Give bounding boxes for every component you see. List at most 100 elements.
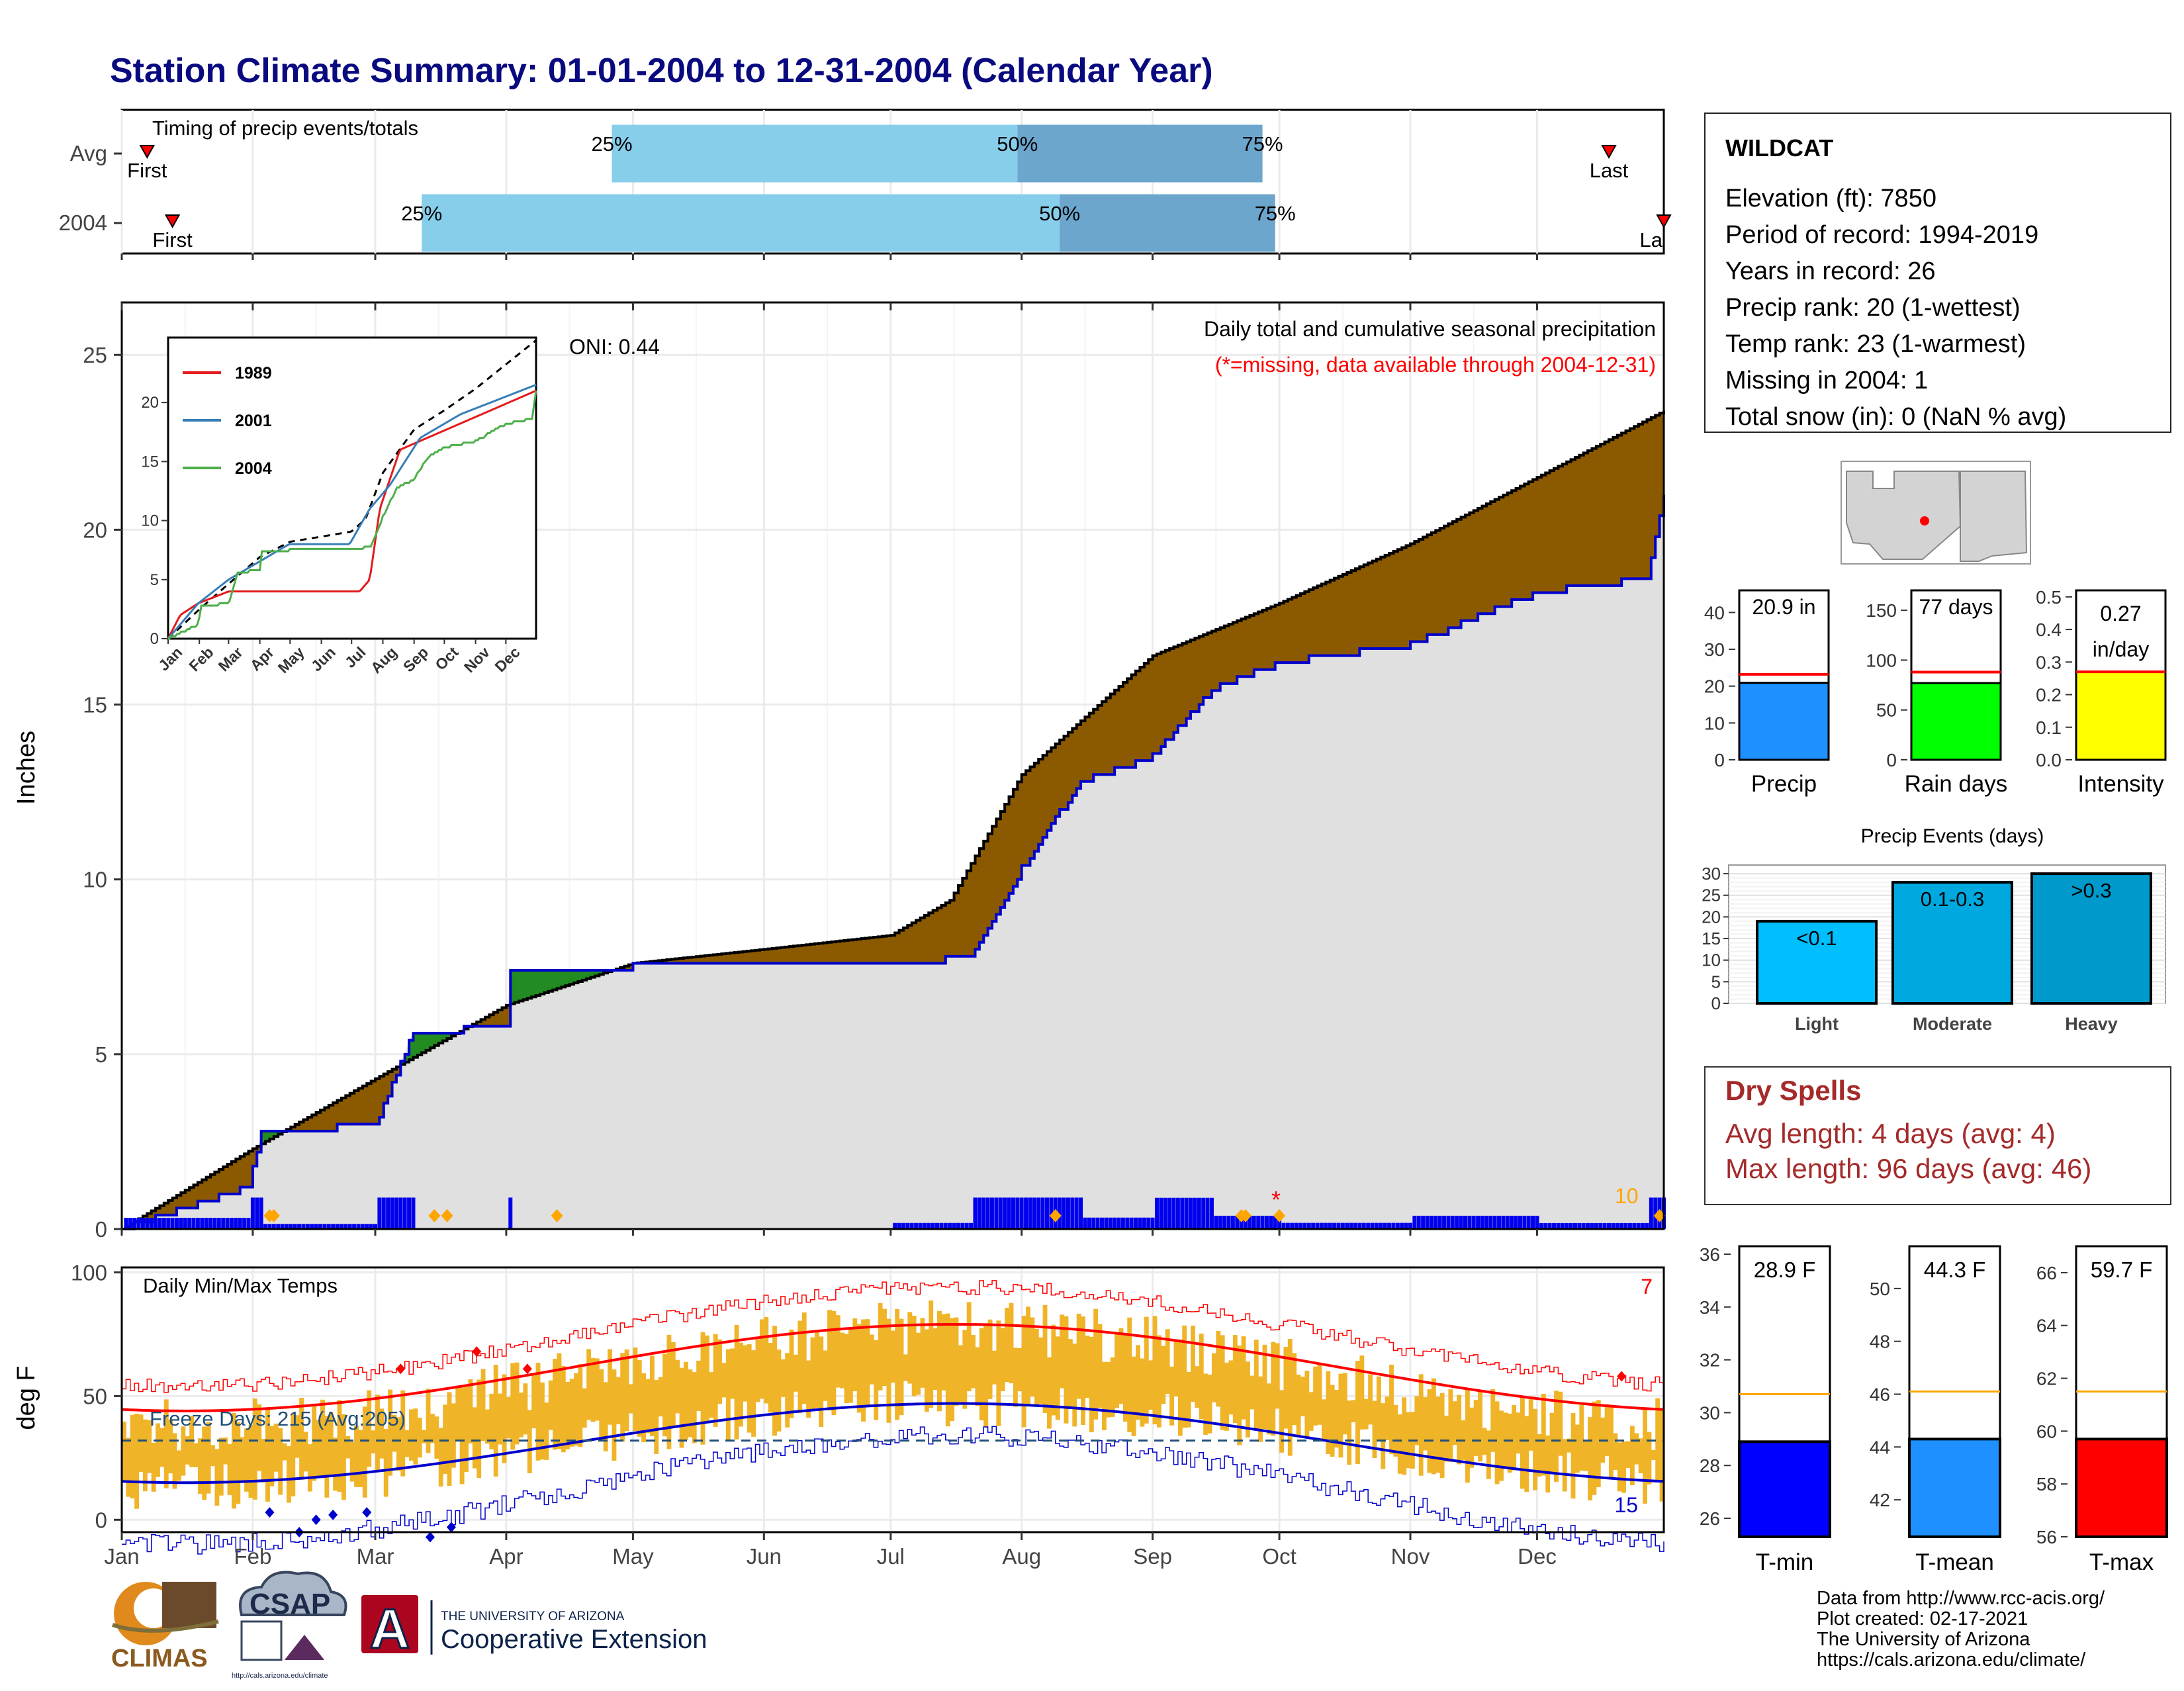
- deficit-surplus-band: [206, 1177, 211, 1201]
- daily-temp-bar: [979, 1328, 984, 1421]
- deficit-surplus-band: [337, 1100, 342, 1124]
- daily-temp-bar: [810, 1337, 815, 1411]
- daily-precip-bar: [1586, 1222, 1590, 1229]
- daily-temp-bar: [797, 1320, 803, 1414]
- deficit-surplus-band: [886, 935, 891, 964]
- daily-temp-bar: [1203, 1373, 1208, 1435]
- daily-temp-bar: [464, 1385, 469, 1473]
- daily-temp-bar: [282, 1443, 287, 1461]
- csap-cloud-icon: [239, 1571, 347, 1616]
- deficit-surplus-band: [1537, 477, 1542, 593]
- daily-temp-bar: [734, 1324, 739, 1440]
- temp-bar-value: [2075, 1438, 2168, 1539]
- csap-wordmark: CSAP: [250, 1588, 330, 1620]
- daily-temp-bar: [1038, 1337, 1044, 1404]
- summary-bar-y-tick-label: 30: [1704, 639, 1725, 660]
- daily-precip-bar: [381, 1197, 386, 1229]
- deficit-surplus-band: [1169, 649, 1175, 740]
- precip-y-tick-label: 0: [95, 1217, 107, 1242]
- temp-bar-value: [1908, 1438, 2001, 1539]
- daily-temp-bar: [197, 1438, 203, 1494]
- daily-temp-bar: [1334, 1389, 1339, 1448]
- daily-precip-bar: [407, 1197, 412, 1229]
- summary-bar-category-label: Intensity: [2077, 771, 2164, 797]
- deficit-surplus-band: [464, 1026, 469, 1029]
- daily-temp-bar: [214, 1449, 220, 1506]
- deficit-surplus-band: [510, 970, 516, 1004]
- daily-temp-bar: [608, 1349, 612, 1425]
- summary-bar-y-tick-label: 0.4: [2036, 619, 2062, 640]
- daily-precip-bar: [339, 1224, 343, 1229]
- dry-spells-frame: [1704, 1066, 2171, 1205]
- deficit-surplus-band: [819, 943, 824, 964]
- deficit-surplus-band: [1292, 597, 1297, 663]
- daily-precip-bar: [1218, 1215, 1222, 1229]
- deficit-surplus-band: [992, 826, 997, 922]
- daily-temp-bar: [291, 1414, 296, 1496]
- deficit-surplus-band: [1596, 446, 1601, 586]
- deficit-surplus-band: [1191, 639, 1196, 712]
- deficit-surplus-band: [941, 905, 946, 964]
- deficit-surplus-band: [1300, 593, 1305, 663]
- daily-temp-bar: [159, 1428, 165, 1467]
- deficit-surplus-band: [684, 958, 688, 964]
- deficit-surplus-band: [1490, 501, 1496, 614]
- daily-precip-bar: [1433, 1215, 1438, 1229]
- daily-temp-bar: [1490, 1389, 1496, 1452]
- deficit-surplus-band: [1026, 770, 1031, 866]
- daily-temp-bar: [852, 1318, 858, 1392]
- deficit-surplus-band: [878, 937, 883, 964]
- summary-bars: 0 10 20 30 40 20.9 in Precip 0 50 100 150 77 days Ra…: [1704, 587, 2167, 797]
- deficit-surplus-band: [1161, 652, 1166, 747]
- temp-bar-value-label: 28.9 F: [1754, 1257, 1816, 1282]
- inset-frame: [167, 336, 537, 640]
- daily-temp-bar: [383, 1429, 388, 1497]
- daily-precip-bar: [1611, 1222, 1615, 1229]
- month-label: Feb: [234, 1544, 271, 1569]
- daily-precip-bar: [297, 1224, 302, 1229]
- deficit-surplus-band: [1136, 670, 1141, 761]
- deficit-surplus-band: [1173, 647, 1179, 733]
- deficit-surplus-band: [629, 964, 634, 971]
- first-event-label: First: [152, 228, 193, 251]
- deficit-surplus-band: [1182, 643, 1187, 726]
- daily-temp-bar: [324, 1416, 330, 1498]
- daily-temp-bar: [286, 1446, 291, 1503]
- deficit-surplus-band: [324, 1107, 330, 1132]
- temp-plot: [121, 1280, 1664, 1555]
- temp-y-tick-label: 0: [95, 1508, 107, 1532]
- month-label: Jul: [877, 1544, 905, 1569]
- temp-bar-y-tick-label: 30: [1700, 1402, 1720, 1423]
- daily-temp-bar: [337, 1400, 342, 1492]
- deficit-surplus-band: [379, 1076, 385, 1117]
- daily-temp-bar: [1005, 1307, 1010, 1383]
- last-event-label: Last: [1590, 159, 1629, 182]
- daily-precip-bar: [960, 1222, 965, 1229]
- daily-precip-bar: [331, 1224, 336, 1229]
- daily-precip-bar: [1226, 1215, 1231, 1229]
- daily-temp-bar: [1211, 1353, 1216, 1402]
- deficit-surplus-band: [345, 1095, 351, 1124]
- summary-bar-value: [2075, 670, 2167, 761]
- deficit-surplus-band: [176, 1195, 181, 1209]
- deficit-surplus-band: [987, 833, 993, 929]
- daily-temp-bar: [426, 1389, 431, 1453]
- daily-temp-bar: [658, 1377, 663, 1417]
- station-line-elevation: Elevation (ft): 7850: [1725, 185, 1936, 212]
- summary-bar-y-tick-label: 150: [1866, 600, 1897, 621]
- deficit-surplus-band: [1072, 728, 1077, 796]
- daily-temp-bar: [590, 1357, 596, 1422]
- first-event-marker: [139, 145, 156, 160]
- daily-precip-bar: [1421, 1215, 1426, 1229]
- daily-temp-bar: [1629, 1426, 1635, 1485]
- inset-avg-line: [167, 339, 537, 640]
- daily-precip-bar: [183, 1218, 187, 1229]
- deficit-surplus-band: [793, 946, 798, 964]
- daily-temp-bar: [1283, 1346, 1289, 1429]
- daily-temp-bar: [764, 1316, 769, 1404]
- daily-precip-bar: [284, 1224, 289, 1229]
- events-bar-label: >0.3: [2071, 879, 2111, 902]
- daily-temp-bar: [958, 1345, 963, 1403]
- deficit-surplus-band: [400, 1061, 406, 1065]
- daily-temp-bar: [1381, 1403, 1386, 1469]
